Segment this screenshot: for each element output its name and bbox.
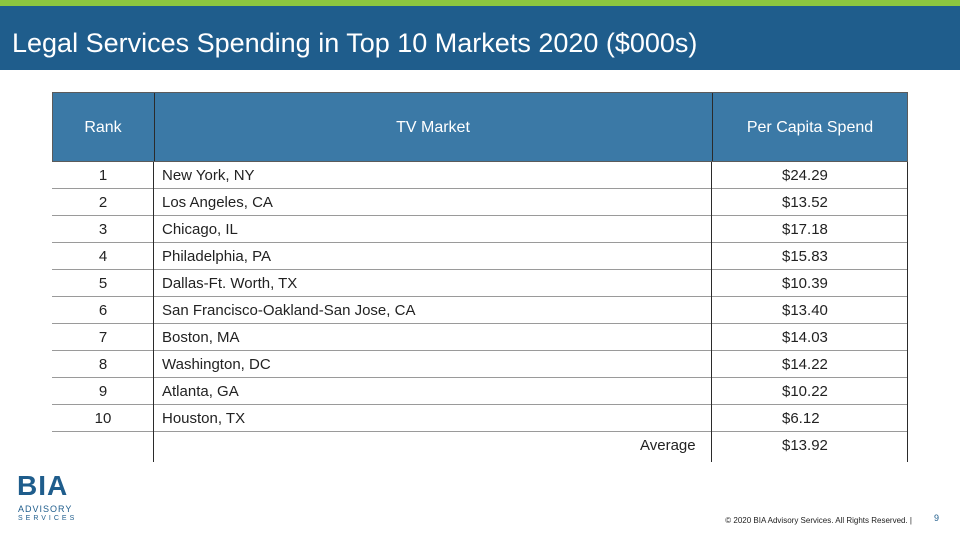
rank-cell: 7 (98, 329, 108, 346)
logo-line2: SERVICES (18, 515, 78, 522)
rank-cell: 10 (94, 410, 112, 427)
table-row: 9 Atlanta, GA $10.22 (52, 378, 908, 405)
average-row: Average $13.92 (52, 432, 908, 459)
market-cell: Washington, DC (162, 356, 271, 373)
market-cell: Atlanta, GA (162, 383, 239, 400)
spend-cell: $24.29 (782, 167, 828, 184)
header-divider (154, 93, 155, 161)
rank-cell: 2 (98, 194, 108, 211)
logo-line1: ADVISORY (18, 504, 73, 514)
market-cell: Los Angeles, CA (162, 194, 273, 211)
rank-cell: 1 (98, 167, 108, 184)
header-spend: Per Capita Spend (746, 119, 874, 136)
title-bar: Legal Services Spending in Top 10 Market… (0, 6, 960, 70)
spend-cell: $10.22 (782, 383, 828, 400)
market-cell: Dallas-Ft. Worth, TX (162, 275, 298, 292)
market-cell: Chicago, IL (162, 221, 238, 238)
spend-cell: $13.52 (782, 194, 828, 211)
header-rank: Rank (84, 119, 122, 136)
table-row: 5 Dallas-Ft. Worth, TX $10.39 (52, 270, 908, 297)
spend-cell: $6.12 (782, 410, 820, 427)
spend-cell: $14.22 (782, 356, 828, 373)
header-market: TV Market (396, 119, 470, 136)
rank-cell: 8 (98, 356, 108, 373)
table-row: 6 San Francisco-Oakland-San Jose, CA $13.4… (52, 297, 908, 324)
header-divider (712, 93, 713, 161)
spend-cell: $15.83 (782, 248, 828, 265)
market-cell: Philadelphia, PA (162, 248, 271, 265)
table-row: 1 New York, NY $24.29 (52, 162, 908, 189)
spend-cell: $13.40 (782, 302, 828, 319)
rank-cell: 3 (98, 221, 108, 238)
rank-cell: 4 (98, 248, 108, 265)
table-row: 3 Chicago, IL $17.18 (52, 216, 908, 243)
table-body: 1 New York, NY $24.29 2 Los Angeles, CA $13.5… (52, 162, 908, 432)
page-title: Legal Services Spending in Top 10 Market… (12, 28, 698, 58)
spending-table: Rank TV Market Per Capita Spend 1 New Yor… (52, 92, 908, 459)
average-label: Average (640, 437, 696, 454)
average-value: $13.92 (782, 437, 828, 454)
table-row: 4 Philadelphia, PA $15.83 (52, 243, 908, 270)
table-header: Rank TV Market Per Capita Spend (52, 92, 908, 162)
top-accent-line (0, 0, 960, 6)
spend-cell: $10.39 (782, 275, 828, 292)
table-row: 10 Houston, TX $6.12 (52, 405, 908, 432)
logo-wordmark: BIA (17, 470, 69, 501)
bia-logo: BIA ADVISORY SERVICES (14, 470, 84, 526)
rank-cell: 9 (98, 383, 108, 400)
spend-cell: $17.18 (782, 221, 828, 238)
rank-cell: 5 (98, 275, 108, 292)
table-row: 2 Los Angeles, CA $13.52 (52, 189, 908, 216)
copyright-footer: © 2020 BIA Advisory Services. All Rights… (725, 516, 912, 525)
table-row: 7 Boston, MA $14.03 (52, 324, 908, 351)
table-row: 8 Washington, DC $14.22 (52, 351, 908, 378)
market-cell: Houston, TX (162, 410, 246, 427)
spend-cell: $14.03 (782, 329, 828, 346)
page-number: 9 (934, 513, 940, 523)
market-cell: Boston, MA (162, 329, 240, 346)
rank-cell: 6 (98, 302, 108, 319)
market-cell: San Francisco-Oakland-San Jose, CA (162, 302, 416, 319)
market-cell: New York, NY (162, 167, 255, 184)
